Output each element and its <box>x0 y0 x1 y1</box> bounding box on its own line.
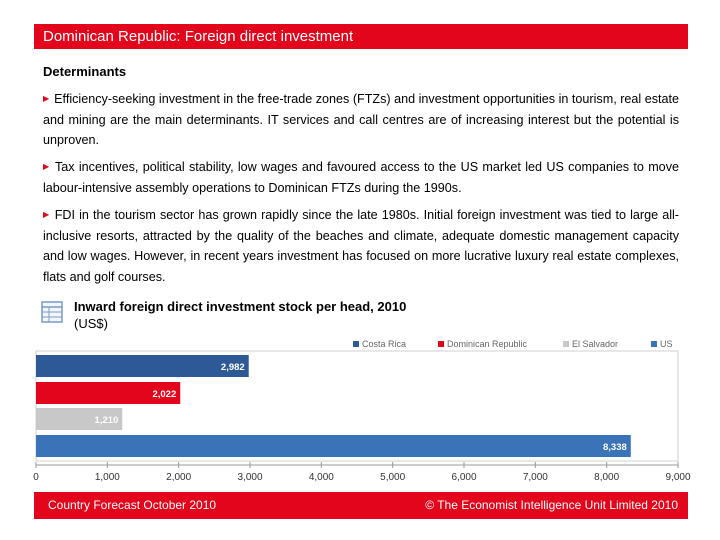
paragraph-2: ▶ Tax incentives, political stability, lo… <box>43 157 679 198</box>
chart-title: Inward foreign direct investment stock p… <box>74 299 407 314</box>
legend-swatch <box>353 341 359 347</box>
x-tick-label: 0 <box>33 472 39 483</box>
paragraph-text: FDI in the tourism sector has grown rapi… <box>43 208 679 284</box>
x-tick-label: 7,000 <box>523 472 548 483</box>
x-tick-label: 5,000 <box>380 472 405 483</box>
bar-chart: Costa Rica Dominican Republic El Salvador U… <box>33 339 691 483</box>
x-tick-label: 1,000 <box>95 472 120 483</box>
data-label: 2,982 <box>221 362 245 373</box>
footer-source: Country Forecast October 2010 <box>48 498 217 512</box>
page-title: Dominican Republic: Foreign direct inves… <box>34 24 688 49</box>
paragraph-text: Efficiency-seeking investment in the fre… <box>43 92 679 147</box>
data-label: 2,022 <box>152 389 176 400</box>
bar <box>36 408 123 430</box>
chart-subtitle: (US$) <box>74 316 108 331</box>
legend-label: Costa Rica <box>362 339 406 349</box>
bullet-icon: ▶ <box>43 162 50 171</box>
x-tick-label: 6,000 <box>451 472 476 483</box>
paragraph-1: ▶ Efficiency-seeking investment in the fr… <box>43 89 679 151</box>
section-heading: Determinants <box>43 64 127 79</box>
legend-swatch <box>438 341 444 347</box>
footer-bar: Country Forecast October 2010 © The Econ… <box>34 492 688 519</box>
x-tick-label: 9,000 <box>665 472 690 483</box>
table-chart-icon <box>41 301 63 323</box>
data-label: 1,210 <box>95 415 119 426</box>
bar <box>36 355 249 377</box>
legend-label: El Salvador <box>572 339 618 349</box>
x-tick-label: 8,000 <box>594 472 619 483</box>
x-tick-label: 3,000 <box>237 472 262 483</box>
bullet-icon: ▶ <box>43 94 50 103</box>
paragraph-3: ▶ FDI in the tourism sector has grown rap… <box>43 205 679 287</box>
paragraph-text: Tax incentives, political stability, low… <box>43 160 679 195</box>
legend-swatch <box>563 341 569 347</box>
footer-copyright: © The Economist Intelligence Unit Limite… <box>425 498 678 512</box>
legend-swatch <box>651 341 657 347</box>
bar <box>36 435 631 457</box>
bar <box>36 382 181 404</box>
x-tick-label: 4,000 <box>309 472 334 483</box>
x-tick-label: 2,000 <box>166 472 191 483</box>
legend-label: Dominican Republic <box>447 339 528 349</box>
data-label: 8,338 <box>603 442 627 453</box>
legend-label: US <box>660 339 673 349</box>
bullet-icon: ▶ <box>43 210 50 219</box>
